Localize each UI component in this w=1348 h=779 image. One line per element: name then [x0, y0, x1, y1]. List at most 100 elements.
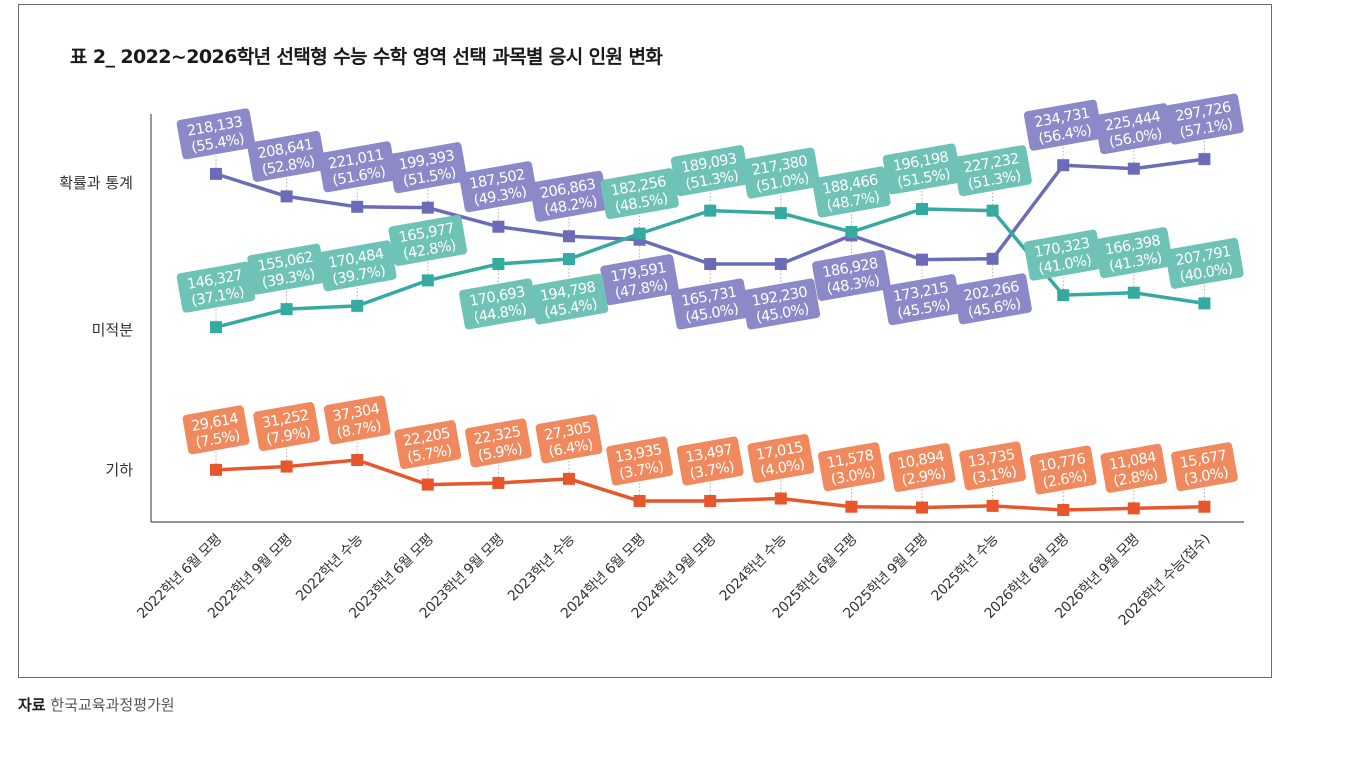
label-box	[388, 214, 468, 266]
data-point-marker	[1198, 153, 1211, 166]
label-box	[953, 145, 1032, 197]
data-point-marker	[916, 501, 928, 514]
data-point-marker	[1198, 297, 1211, 310]
data-point-marker	[351, 200, 364, 213]
data-label: 17,015(4.0%)	[747, 434, 815, 493]
data-point-marker	[280, 460, 293, 473]
label-box	[1094, 227, 1174, 279]
label-box	[1094, 103, 1174, 155]
label-box	[1165, 237, 1244, 289]
data-point-marker	[351, 299, 364, 312]
data-label: 179,591(47.8%)	[600, 245, 679, 306]
label-box	[1165, 93, 1244, 145]
data-point-marker	[210, 167, 222, 180]
share-label: (2.6%)	[1042, 468, 1089, 491]
data-point-marker	[280, 303, 293, 316]
data-label: 22,325(5.9%)	[465, 418, 532, 477]
data-label: 225,444(56.0%)	[1094, 103, 1174, 163]
data-point-marker	[1127, 502, 1140, 515]
data-point-marker	[704, 494, 717, 507]
data-label: 37,304(8.7%)	[323, 395, 391, 454]
label-box	[882, 143, 962, 195]
data-label: 11,578(3.0%)	[818, 442, 885, 501]
data-label: 15,677(3.0%)	[1171, 442, 1238, 501]
data-label: 187,502(49.3%)	[459, 161, 538, 221]
source-label: 자료	[18, 696, 46, 714]
label-box	[953, 273, 1032, 325]
share-label: (6.4%)	[547, 437, 594, 460]
share-label: (7.9%)	[265, 425, 312, 448]
label-box	[323, 395, 391, 445]
data-label: 11,084(2.8%)	[1100, 443, 1168, 503]
data-label: 29,614(7.5%)	[182, 405, 250, 464]
data-point-marker	[351, 454, 364, 466]
label-box	[459, 161, 538, 213]
label-box	[176, 261, 256, 313]
label-box	[747, 434, 815, 483]
data-point-marker	[563, 230, 575, 243]
data-point-marker	[704, 204, 717, 217]
series-layer	[210, 153, 1211, 516]
data-label: 10,894(2.9%)	[888, 443, 956, 502]
data-label: 221,011(51.6%)	[317, 141, 397, 201]
label-box	[812, 249, 891, 301]
data-point-marker	[986, 252, 999, 265]
data-point-marker	[845, 500, 858, 513]
data-label: 13,497(3.7%)	[676, 436, 744, 495]
share-label: (3.0%)	[1183, 465, 1230, 488]
share-label: (7.5%)	[194, 428, 241, 451]
share-label: (2.8%)	[1112, 466, 1159, 489]
label-box	[818, 442, 885, 492]
label-box	[1100, 443, 1168, 493]
share-label: (2.9%)	[900, 466, 947, 489]
label-box	[1023, 99, 1103, 151]
data-label: 27,305(6.4%)	[535, 414, 603, 473]
label-box	[606, 436, 673, 486]
data-label: 173,215(45.5%)	[882, 265, 962, 326]
chart-title: 표 2_ 2022~2026학년 선택형 수능 수학 영역 선택 과목별 응시 …	[70, 46, 663, 68]
label-box	[959, 441, 1026, 491]
data-label: 227,232(51.3%)	[953, 145, 1032, 205]
series-prob-stats	[210, 153, 1211, 270]
label-box	[741, 278, 821, 330]
source-note: 자료 한국교육과정평가원	[18, 694, 175, 715]
data-label: 170,484(39.7%)	[317, 240, 397, 300]
label-box	[529, 273, 609, 325]
data-point-marker	[563, 472, 575, 485]
label-box	[176, 108, 256, 160]
label-box	[600, 168, 679, 220]
x-tick-label: 2025학년 수능	[929, 531, 1002, 604]
share-label: (5.9%)	[477, 441, 524, 464]
data-label: 13,935(3.7%)	[606, 436, 673, 495]
axes	[150, 114, 1244, 523]
data-point-marker	[774, 258, 787, 270]
data-label: 234,731(56.4%)	[1023, 99, 1103, 160]
data-label: 155,062(39.3%)	[247, 243, 326, 304]
data-point-marker	[986, 204, 999, 217]
data-label: 207,791(40.0%)	[1165, 237, 1244, 298]
data-point-marker	[986, 499, 999, 512]
label-box	[388, 142, 468, 194]
series-geometry	[210, 454, 1211, 516]
label-box	[253, 402, 320, 452]
label-box	[465, 418, 532, 468]
data-point-marker	[1057, 289, 1070, 302]
data-label: 194,798(45.4%)	[529, 265, 609, 325]
y-axis-label: 미적분	[92, 321, 134, 339]
data-label: 217,380(51.0%)	[741, 147, 821, 208]
data-label: 13,735(3.1%)	[959, 441, 1026, 500]
label-box	[247, 243, 326, 295]
data-label: 189,093(51.3%)	[670, 145, 750, 205]
share-label: (4.0%)	[759, 457, 806, 480]
label-box	[600, 254, 679, 306]
data-label: 170,693(44.8%)	[459, 269, 538, 330]
label-box	[529, 170, 609, 222]
data-point-marker	[1057, 504, 1070, 516]
data-label: 192,230(45.0%)	[741, 270, 821, 330]
share-label: (8.7%)	[336, 418, 383, 441]
data-label: 165,977(42.8%)	[388, 214, 468, 275]
data-label: 297,726(57.1%)	[1165, 93, 1244, 154]
